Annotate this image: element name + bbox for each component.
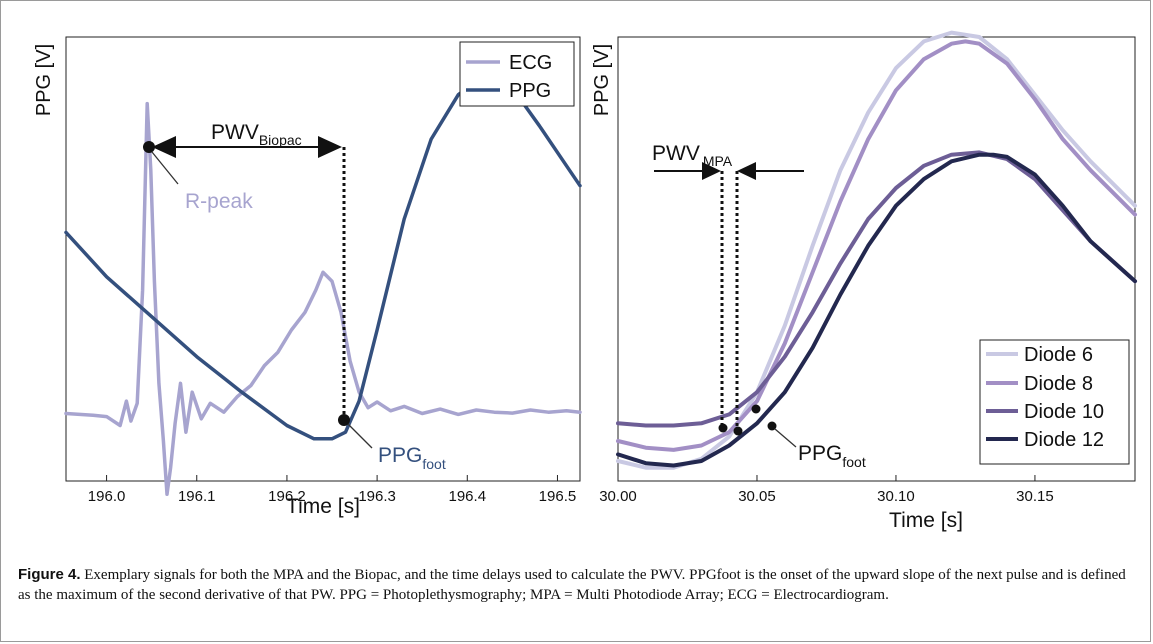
series-line-diode-10 <box>616 150 1137 428</box>
ppg-foot-leader <box>347 423 373 449</box>
legend-label-diode-10: Diode 10 <box>1024 401 1104 423</box>
pwv-biopac-arrowhead-left <box>152 136 176 158</box>
ppg-foot-marker <box>338 414 350 426</box>
x-tick-label: 30.00 <box>599 488 637 505</box>
x-tick-label: 196.0 <box>88 488 126 505</box>
foot-markers <box>718 404 777 436</box>
right-chart: PPG [V] 30.00 30.05 30.10 30.15 Time [s] Di… <box>591 30 1137 532</box>
x-axis-label: Time [s] <box>889 509 963 532</box>
r-peak-label: R-peak <box>185 190 253 213</box>
x-tick-label: 196.4 <box>449 488 487 505</box>
caption-text: Exemplary signals for both the MPA and t… <box>18 567 1126 603</box>
legend-label-diode-8: Diode 8 <box>1024 373 1093 395</box>
x-tick-label: 196.2 <box>268 488 306 505</box>
series-line-ecg <box>64 101 582 497</box>
legend-label-diode-12: Diode 12 <box>1024 429 1104 451</box>
legend-label-ppg: PPG <box>509 80 551 102</box>
r-peak-annotation: R-peak <box>143 141 253 213</box>
left-chart: PPG [V] 196.0 196.1 196.2 196.3 196.4 196.5 T… <box>33 36 582 518</box>
pwv-mpa-label: PWV MPA <box>652 142 733 169</box>
caption-label: Figure 4. <box>18 566 81 583</box>
series-line-diode-12 <box>616 152 1137 468</box>
x-tick-label: 196.5 <box>539 488 577 505</box>
pwv-biopac-arrowhead-right <box>318 136 342 158</box>
x-axis-ticks: 196.0 196.1 196.2 196.3 196.4 196.5 <box>88 475 576 505</box>
series-line-diode-8 <box>616 39 1137 452</box>
pwv-mpa-annotation: PWV MPA <box>652 142 804 430</box>
legend-label-ecg: ECG <box>509 52 552 74</box>
foot-marker-diode-10 <box>751 404 761 414</box>
x-tick-label: 30.05 <box>738 488 776 505</box>
plot-frame <box>65 36 581 482</box>
pwv-mpa-arrowhead-right <box>737 162 756 180</box>
x-axis-label: Time [s] <box>286 495 360 518</box>
x-tick-label: 196.1 <box>178 488 216 505</box>
foot-marker-diode-8 <box>733 426 743 436</box>
legend: ECG PPG <box>459 41 575 107</box>
foot-marker-diode-6 <box>718 423 728 433</box>
r-peak-marker <box>143 141 155 153</box>
legend-box <box>459 41 575 107</box>
x-tick-label: 196.3 <box>358 488 396 505</box>
y-axis-label: PPG [V] <box>33 44 55 116</box>
ppg-foot-label: PPGfoot <box>378 444 446 472</box>
legend-box <box>979 339 1130 465</box>
pwv-biopac-label: PWVBiopac <box>211 121 302 148</box>
series-group <box>616 30 1137 470</box>
ppg-foot-annotation: PPGfoot <box>338 414 446 472</box>
pwv-biopac-annotation: PWVBiopac <box>152 121 346 420</box>
plot-frame <box>617 36 1136 482</box>
foot-marker-diode-12 <box>767 421 777 431</box>
ppg-foot-leader <box>774 428 797 448</box>
pwv-mpa-arrowhead-left <box>702 162 721 180</box>
x-tick-label: 30.15 <box>1016 488 1054 505</box>
r-peak-leader <box>151 151 179 185</box>
ppg-foot-label: PPGfoot <box>798 442 866 470</box>
x-axis-ticks: 30.00 30.05 30.10 30.15 <box>599 475 1054 505</box>
ppg-foot-annotation: PPGfoot <box>774 428 866 470</box>
x-tick-label: 30.10 <box>877 488 915 505</box>
legend: Diode 6 Diode 8 Diode 10 Diode 12 <box>979 339 1130 465</box>
legend-label-diode-6: Diode 6 <box>1024 344 1093 366</box>
figure-caption: Figure 4. Exemplary signals for both the… <box>18 565 1133 605</box>
y-axis-label: PPG [V] <box>591 44 613 116</box>
